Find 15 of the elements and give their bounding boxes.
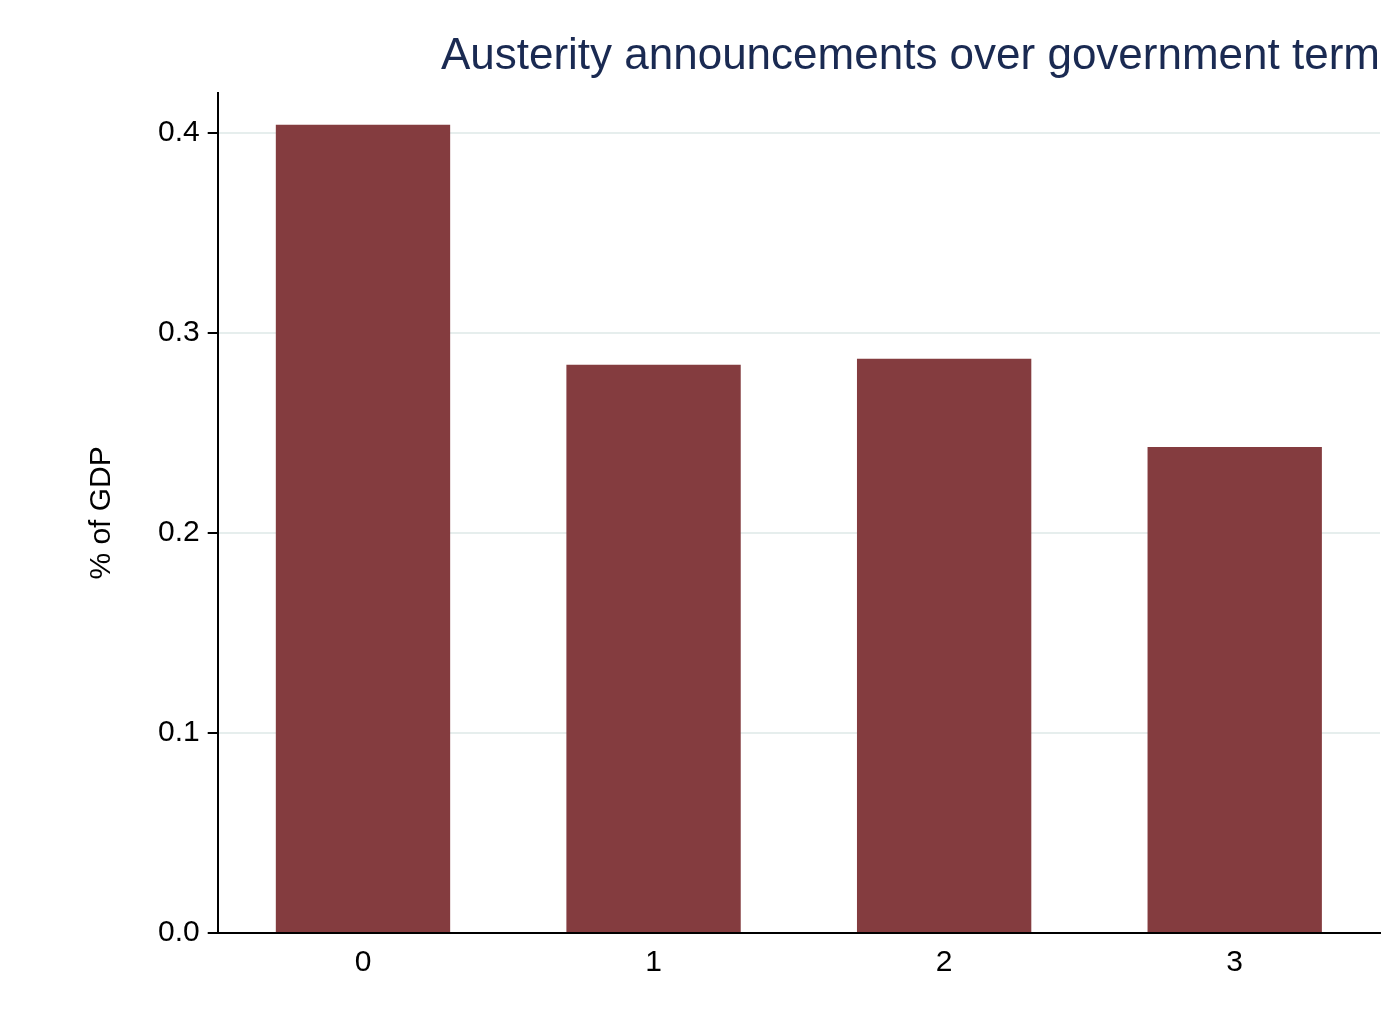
x-tick-label: 0 [354, 944, 372, 978]
bar [566, 364, 741, 932]
y-tick-label: 0.0 [157, 914, 200, 948]
y-tick-label: 0.1 [157, 714, 200, 748]
x-tick-label: 3 [1226, 944, 1244, 978]
y-axis-title: % of GDP [83, 446, 117, 580]
chart-title: Austerity announcements over government term [440, 28, 1380, 78]
x-tick-label: 2 [935, 944, 953, 978]
y-tick-label: 0.3 [157, 314, 200, 348]
y-tick-label: 0.2 [157, 514, 200, 548]
bar [1147, 446, 1322, 932]
bar [275, 124, 451, 932]
x-tick-label: 1 [645, 944, 662, 978]
y-tick-label: 0.4 [157, 114, 200, 148]
bar [856, 358, 1032, 932]
